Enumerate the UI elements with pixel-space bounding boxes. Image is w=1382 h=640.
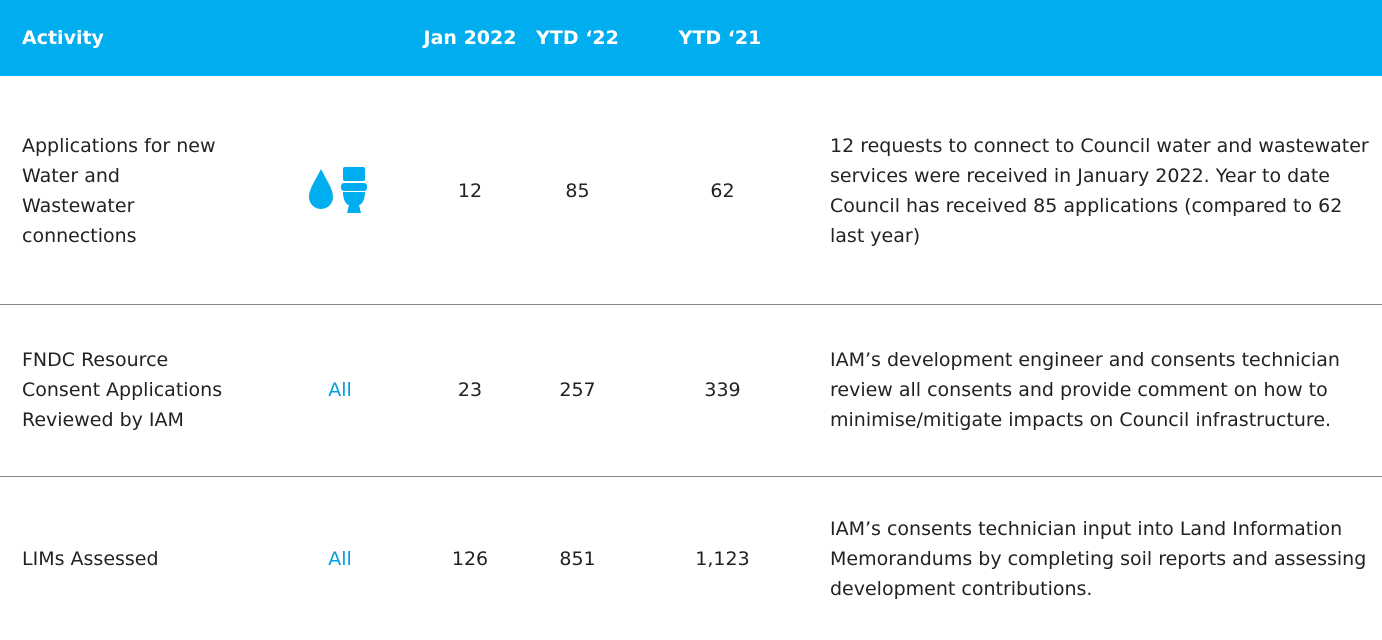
ytd22-cell: 257 <box>559 379 596 401</box>
ytd22-cell: 851 <box>559 547 596 570</box>
activity-cell: FNDC Resource Consent Applications Revie… <box>22 349 223 431</box>
ytd21-cell: 339 <box>704 379 741 401</box>
jan2022-cell: 126 <box>451 547 489 570</box>
description-cell: IAM’s development engineer and consents … <box>830 349 1340 431</box>
header-jan2022: Jan 2022 <box>423 27 517 49</box>
header-ytd21: YTD ‘21 <box>678 27 762 49</box>
activity-cell: Applications for new Water and Wastewate… <box>22 135 216 247</box>
ytd21-cell: 62 <box>710 180 735 202</box>
scope-cell: All <box>328 547 352 570</box>
description-cell: IAM’s consents technician input into Lan… <box>830 517 1367 600</box>
scope-cell: All <box>328 379 352 401</box>
table-row: FNDC Resource Consent Applications Revie… <box>0 304 1382 477</box>
description-cell: 12 requests to connect to Council water … <box>830 135 1369 247</box>
ytd22-cell: 85 <box>565 180 590 202</box>
jan2022-cell: 23 <box>457 379 483 401</box>
header-bar: Activity Jan 2022 YTD ‘22 YTD ‘21 <box>0 0 1382 76</box>
water-icons <box>309 167 367 213</box>
header-activity: Activity <box>22 27 104 49</box>
jan2022-cell: 12 <box>457 180 483 202</box>
ytd21-cell: 1,123 <box>695 547 750 570</box>
toilet-icon <box>341 167 367 213</box>
table-row: LIMs Assessed All 126 851 1,123 IAM’s consent… <box>0 477 1382 640</box>
header-ytd22: YTD ‘22 <box>536 27 619 49</box>
table-row: Applications for new Water and Wastewate… <box>0 78 1382 305</box>
activity-cell: LIMs Assessed <box>22 547 159 570</box>
water-drop-icon <box>309 169 333 209</box>
